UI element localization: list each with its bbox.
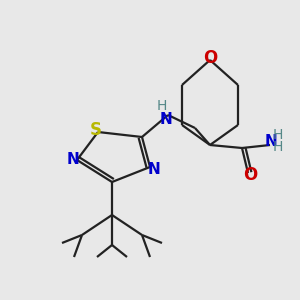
Text: N: N [160, 112, 172, 128]
Text: N: N [265, 134, 278, 148]
Text: H: H [273, 140, 283, 154]
Text: H: H [273, 128, 283, 142]
Text: O: O [203, 49, 217, 67]
Text: S: S [90, 121, 102, 139]
Text: N: N [148, 161, 160, 176]
Text: O: O [243, 166, 257, 184]
Text: H: H [157, 99, 167, 113]
Text: N: N [67, 152, 80, 167]
